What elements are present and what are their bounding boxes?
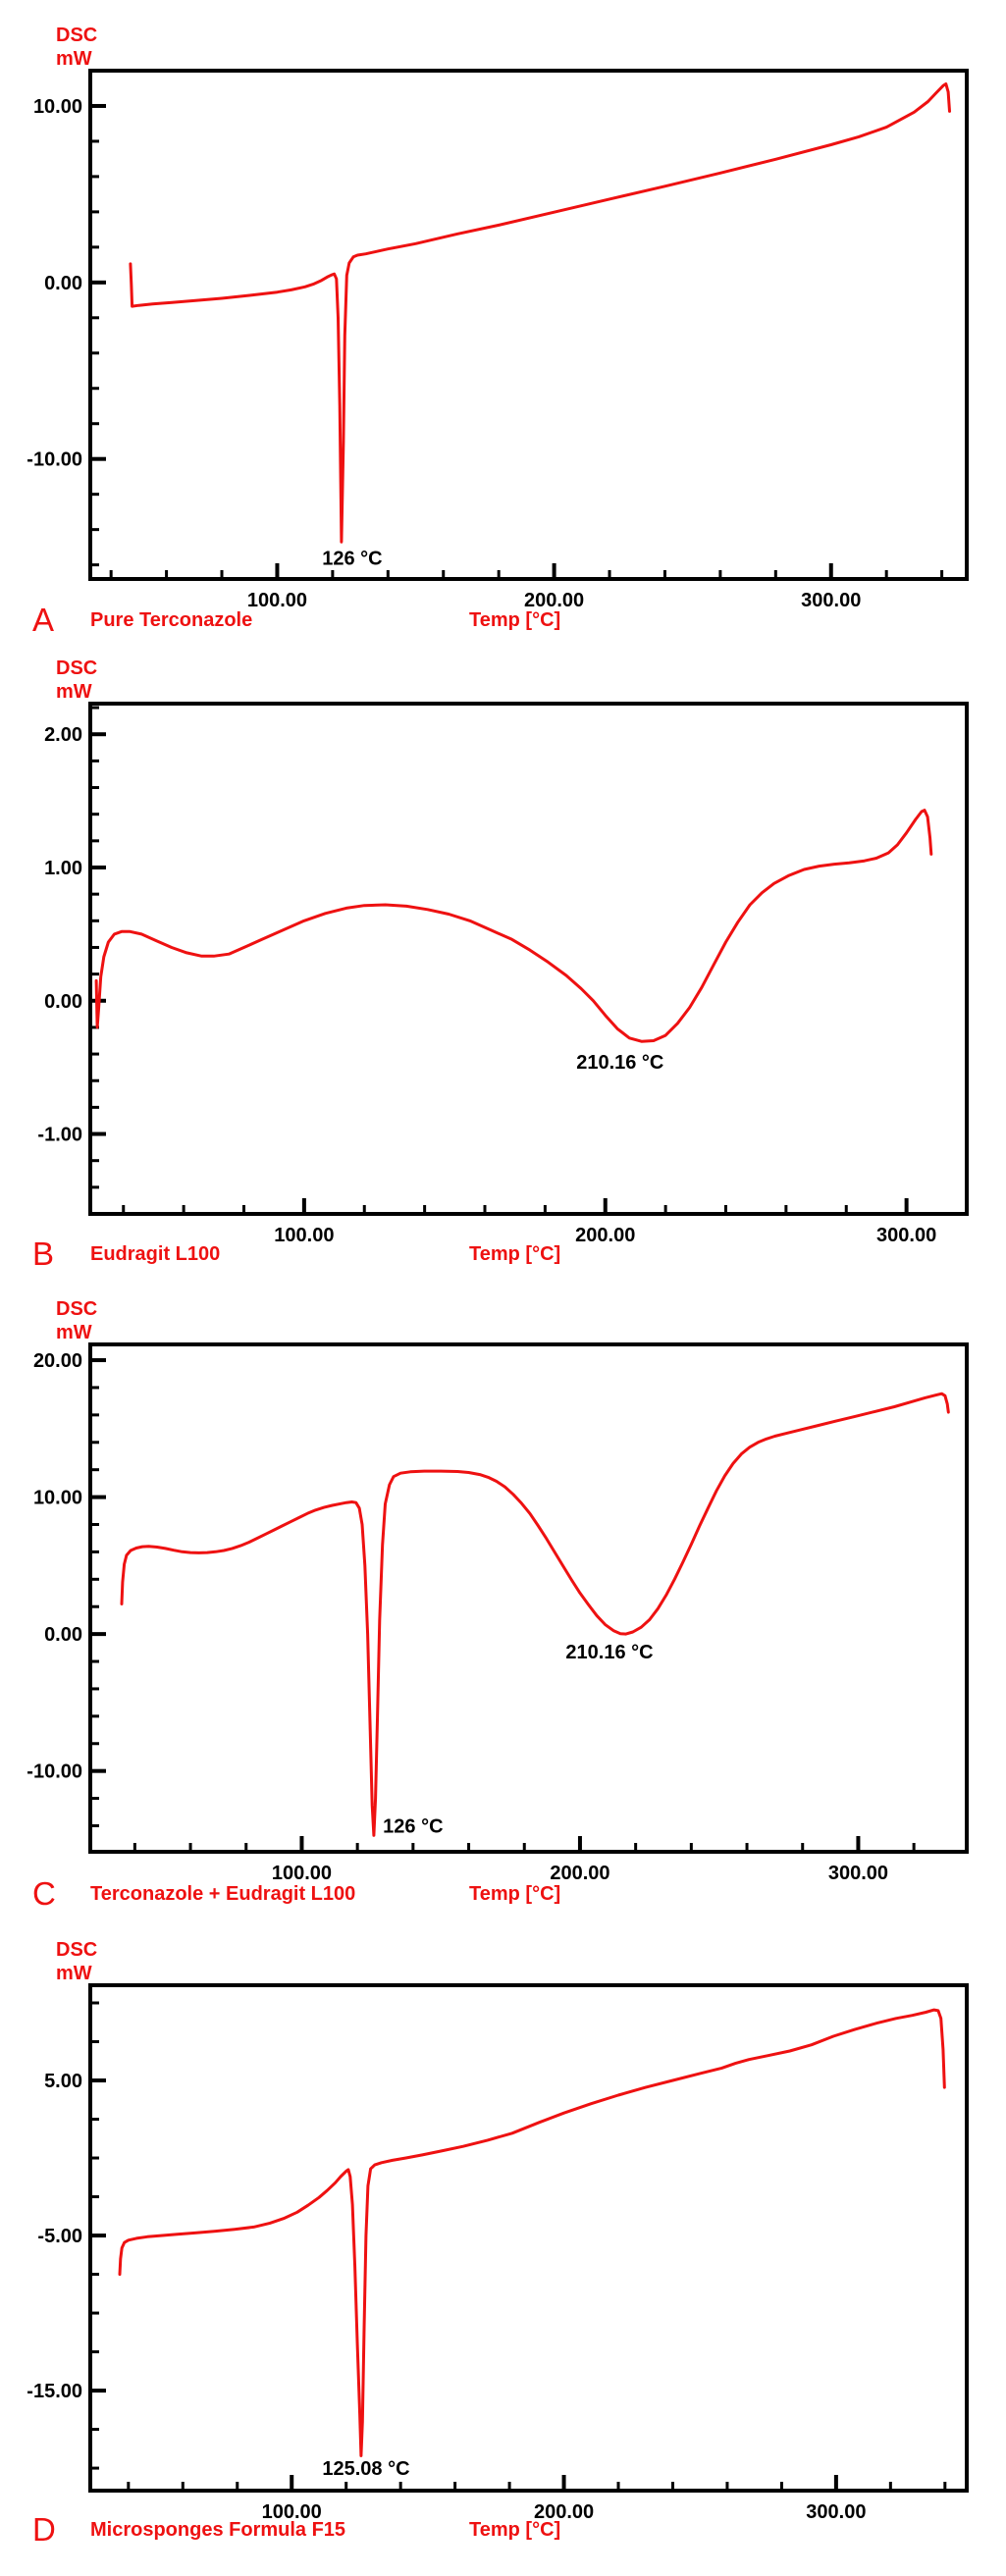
peak-annotation: 210.16 °C [576,1052,663,1074]
y-tick-label: -5.00 [37,2226,82,2247]
plot-frame [88,69,969,581]
y-tick-label: 20.00 [33,1350,82,1372]
plot-frame [88,1983,969,2493]
panel-d-letter: D [32,2511,56,2548]
x-tick-label: 300.00 [806,2501,866,2523]
panel-d-ylabel-mw: mW [56,1963,92,1984]
panel-c-letter: C [32,1875,56,1912]
panel-a-ylabel-mw: mW [56,48,92,70]
dsc-curve-c [120,1392,950,1837]
y-tick-label: 0.00 [44,1624,82,1646]
panel-a-ylabel-dsc: DSC [56,25,98,46]
y-tick-label: 10.00 [33,1488,82,1509]
panel-b-ylabel-mw: mW [56,681,92,703]
panel-d-caption: Microsponges Formula F15 [90,2519,346,2541]
panel-c-caption: Terconazole + Eudragit L100 [90,1883,356,1905]
plot-frame [88,1342,969,1854]
x-tick-label: 100.00 [247,590,307,611]
panel-a-xlabel: Temp [°C] [469,609,561,631]
plot-frame [88,702,969,1216]
dsc-curve-a [129,82,951,544]
x-tick-label: 200.00 [534,2501,594,2523]
panel-d-xlabel: Temp [°C] [469,2519,561,2541]
x-tick-label: 300.00 [876,1225,936,1246]
x-tick-label: 100.00 [272,1863,332,1884]
panel-c-ylabel-dsc: DSC [56,1298,98,1320]
y-tick-label: 2.00 [44,724,82,746]
y-tick-label: -1.00 [37,1125,82,1146]
x-tick-label: 200.00 [550,1863,609,1884]
x-tick-label: 100.00 [262,2501,322,2523]
y-tick-label: 10.00 [33,96,82,118]
y-tick-label: -15.00 [26,2381,82,2402]
peak-annotation: 126 °C [322,548,382,569]
panel-c-ylabel-mw: mW [56,1322,92,1343]
dsc-curve-d [118,2008,946,2457]
panel-b-xlabel: Temp [°C] [469,1243,561,1265]
y-tick-label: -10.00 [26,1761,82,1783]
y-tick-label: 5.00 [44,2071,82,2092]
peak-annotation: 210.16 °C [565,1642,653,1663]
panel-c-xlabel: Temp [°C] [469,1883,561,1905]
peak-annotation: 126 °C [383,1815,443,1837]
y-tick-label: 0.00 [44,273,82,294]
x-tick-label: 200.00 [575,1225,635,1246]
panel-b-ylabel-dsc: DSC [56,657,98,679]
x-tick-label: 100.00 [274,1225,334,1246]
panel-d-ylabel-dsc: DSC [56,1939,98,1961]
panel-b-caption: Eudragit L100 [90,1243,221,1265]
x-tick-label: 300.00 [828,1863,888,1884]
y-tick-label: 1.00 [44,858,82,879]
x-tick-label: 200.00 [524,590,584,611]
dsc-curve-b [94,809,933,1043]
y-tick-label: -10.00 [26,449,82,471]
panel-b-letter: B [32,1235,55,1272]
panel-a-caption: Pure Terconazole [90,609,253,631]
peak-annotation: 125.08 °C [322,2458,409,2480]
x-tick-label: 300.00 [801,590,861,611]
panel-a-letter: A [32,602,55,638]
y-tick-label: 0.00 [44,991,82,1013]
